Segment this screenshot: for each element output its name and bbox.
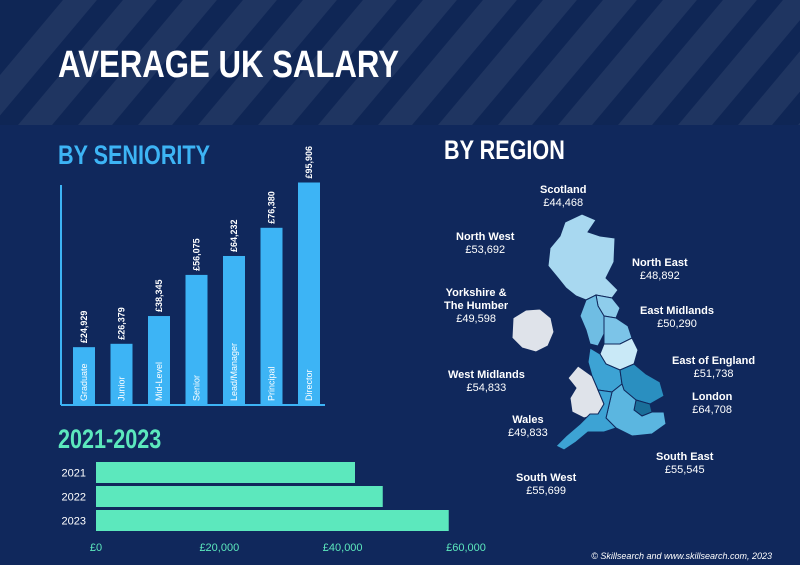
- region-heading: BY REGION: [444, 135, 565, 165]
- year-axis-tick: £0: [90, 542, 102, 554]
- seniority-bar-1: [73, 347, 95, 405]
- seniority-value-label: £56,075: [192, 238, 202, 271]
- seniority-category-label: Graduate: [79, 363, 89, 401]
- map-northern-ireland[interactable]: [511, 308, 555, 353]
- seniority-bar-7: [298, 182, 320, 405]
- region-label-scotland: Scotland £44,468: [540, 184, 587, 209]
- year-label: 2023: [62, 516, 86, 528]
- region-label-wales: Wales £49,833: [508, 414, 548, 439]
- map-wales[interactable]: [567, 365, 605, 419]
- seniority-category-label: Principal: [267, 366, 277, 401]
- year-label: 2022: [62, 492, 86, 504]
- region-label-north-east: North East £48,892: [632, 257, 688, 282]
- year-axis-tick: £40,000: [323, 542, 363, 554]
- year-bar-2021: [96, 462, 355, 483]
- seniority-value-label: £76,380: [267, 191, 277, 224]
- seniority-value-label: £24,929: [79, 311, 89, 344]
- seniority-bar-3: [148, 316, 170, 405]
- copyright-notice: © Skillsearch and www.skillsearch.com, 2…: [591, 551, 772, 561]
- map-north-west[interactable]: [579, 294, 605, 347]
- region-label-east-midlands: East Midlands £50,290: [640, 305, 714, 330]
- map-scotland[interactable]: [547, 213, 619, 301]
- seniority-bar-4: [185, 274, 208, 405]
- page-title: AVERAGE UK SALARY: [58, 44, 400, 86]
- seniority-value-label: £26,379: [117, 307, 127, 340]
- map-south-east[interactable]: [605, 383, 667, 437]
- map-south-west[interactable]: [555, 389, 617, 451]
- year-bar-2022: [96, 486, 383, 507]
- seniority-category-label: Senior: [192, 375, 202, 401]
- seniority-value-label: £38,345: [154, 279, 164, 312]
- seniority-bar-5: [223, 255, 245, 405]
- region-label-north-west: North West £53,692: [456, 231, 515, 256]
- region-label-yorkshire: Yorkshire & The Humber £49,598: [444, 287, 509, 325]
- region-label-west-midlands: West Midlands £54,833: [448, 369, 525, 394]
- header-banner: [0, 0, 800, 125]
- seniority-category-label: Director: [304, 369, 314, 401]
- seniority-bar-2: [110, 343, 133, 405]
- region-label-south-east: South East £55,545: [656, 451, 714, 476]
- seniority-value-label: £95,906: [304, 146, 314, 179]
- seniority-value-label: £64,232: [229, 219, 239, 252]
- seniority-category-label: Junior: [117, 376, 127, 401]
- year-axis-tick: £20,000: [199, 542, 239, 554]
- region-label-south-west: South West £55,699: [516, 472, 577, 497]
- seniority-heading: BY SENIORITY: [58, 140, 211, 170]
- year-bar-2023: [96, 510, 449, 531]
- region-label-london: London £64,708: [692, 391, 733, 416]
- year-label: 2021: [62, 468, 86, 480]
- region-label-east-of-england: East of England £51,738: [672, 355, 756, 380]
- years-heading: 2021-2023: [58, 424, 162, 454]
- seniority-category-label: Mid-Level: [154, 362, 164, 401]
- year-axis-tick: £60,000: [446, 542, 486, 554]
- seniority-category-label: Lead/Manager: [229, 343, 239, 401]
- seniority-bar-6: [260, 227, 283, 405]
